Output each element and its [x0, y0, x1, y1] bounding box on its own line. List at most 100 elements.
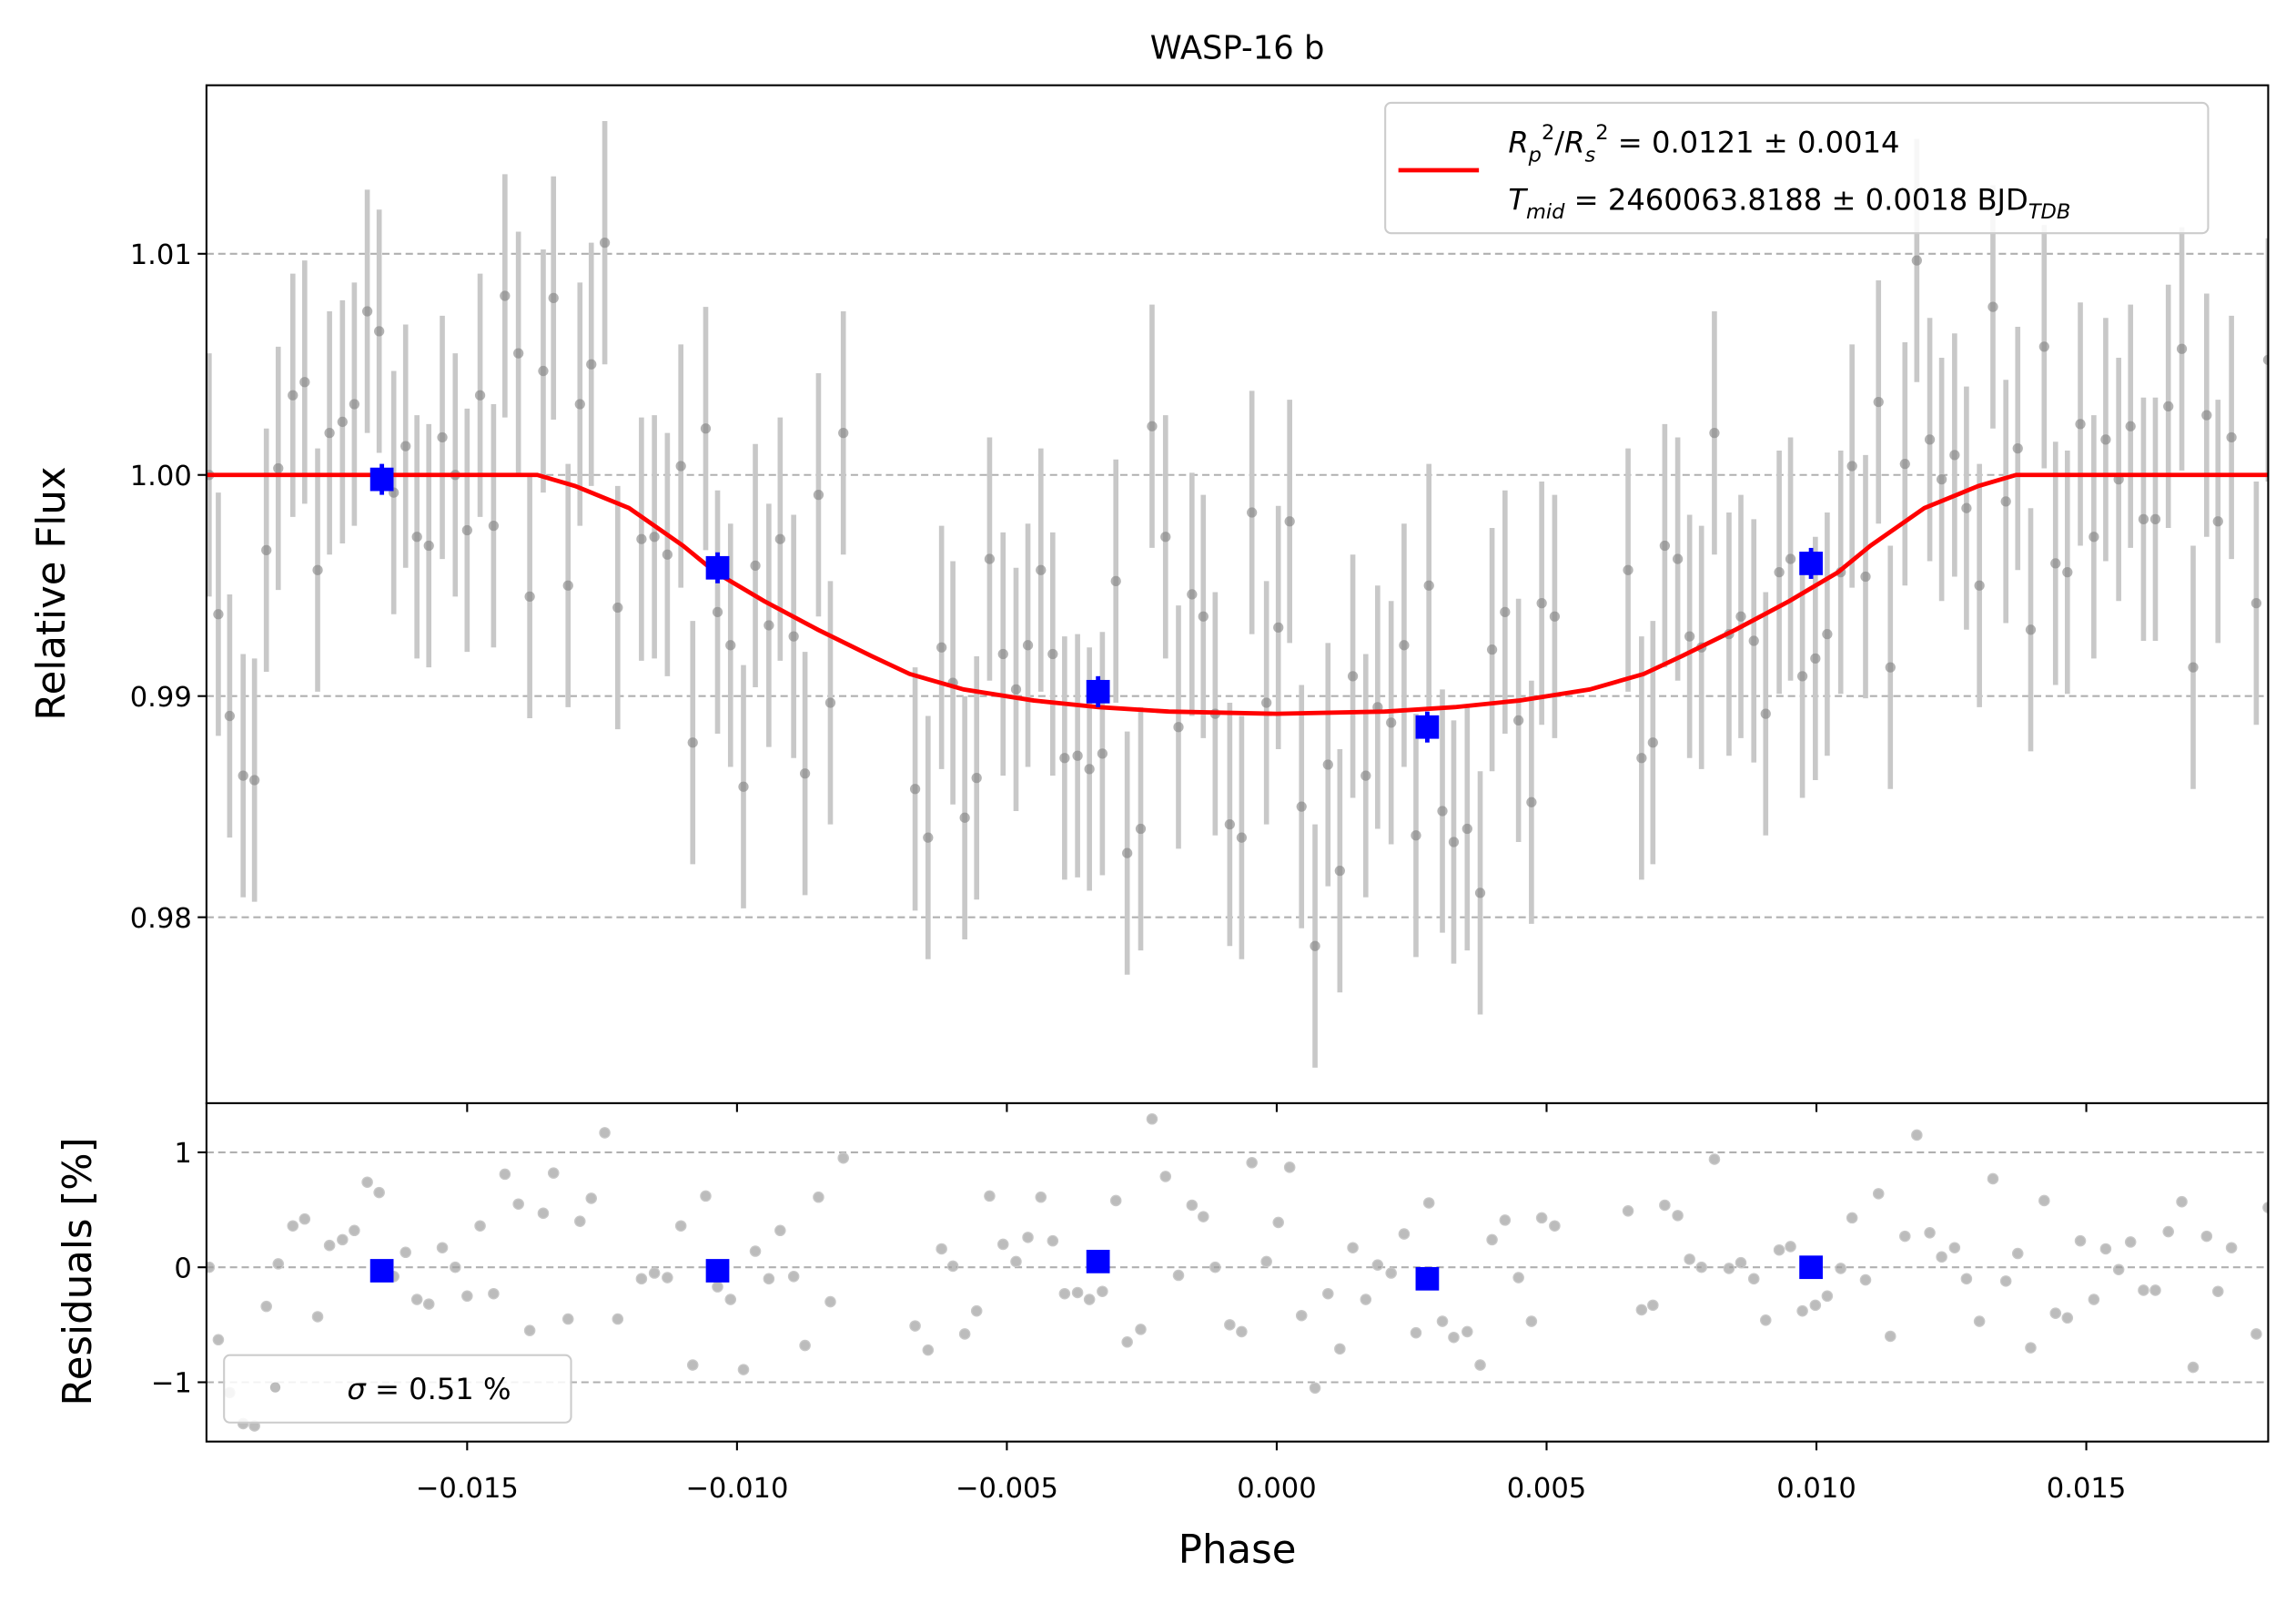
- residual-point: [1911, 1129, 1923, 1141]
- residual-point: [724, 1294, 737, 1305]
- data-point: [1846, 461, 1857, 472]
- data-point: [238, 770, 248, 781]
- binned-residual: [369, 1259, 394, 1283]
- data-point: [599, 238, 611, 249]
- data-point: [700, 423, 712, 434]
- data-point: [2138, 513, 2149, 524]
- data-point: [1411, 830, 1421, 841]
- data-point: [971, 772, 982, 784]
- residual-point: [774, 1224, 786, 1237]
- residual-point: [2088, 1294, 2100, 1305]
- residual-point: [574, 1215, 586, 1227]
- residual-point: [585, 1192, 598, 1204]
- data-point: [586, 359, 597, 370]
- residual-point: [700, 1190, 712, 1202]
- residual-point: [361, 1176, 373, 1189]
- residual-frame: [205, 1101, 2270, 1443]
- residual-point: [1322, 1287, 1334, 1300]
- data-point: [1399, 640, 1410, 651]
- data-point: [1059, 753, 1070, 764]
- binned-residual: [1086, 1250, 1110, 1273]
- residual-point: [686, 1359, 699, 1371]
- legend-text: T: [1508, 182, 1528, 217]
- top-grid: [206, 252, 2269, 918]
- residual-point: [272, 1258, 285, 1270]
- data-point: [838, 427, 849, 439]
- x-tick-label: 0.005: [1507, 1473, 1587, 1505]
- data-point: [1961, 502, 1972, 513]
- data-point: [548, 292, 559, 304]
- residual-point: [1659, 1199, 1671, 1212]
- legend-text: = 2460063.8188 ± 0.0018 BJD: [1564, 182, 2028, 217]
- residual-point: [1422, 1197, 1435, 1209]
- binned-residual: [1799, 1255, 1823, 1280]
- data-point: [2050, 558, 2061, 569]
- binned-residual: [1415, 1266, 1440, 1291]
- data-point: [1760, 708, 1771, 719]
- data-point: [538, 365, 549, 377]
- x-tick-label: 0.015: [2047, 1473, 2127, 1505]
- legend-text: p: [1528, 143, 1542, 167]
- residual-point: [1899, 1230, 1911, 1243]
- data-point: [1659, 540, 1671, 552]
- residual-point: [450, 1261, 461, 1273]
- residual-point: [1309, 1382, 1321, 1395]
- residual-point: [946, 1260, 959, 1273]
- residual-point: [2176, 1195, 2188, 1208]
- data-point: [2176, 343, 2188, 354]
- data-point: [1672, 553, 1684, 564]
- x-tick-label: −0.010: [685, 1473, 788, 1505]
- residual-point: [837, 1152, 849, 1164]
- data-point: [813, 489, 824, 501]
- data-point: [474, 390, 486, 401]
- data-point: [1236, 832, 1248, 843]
- residual-point: [1809, 1299, 1822, 1312]
- residual-point: [349, 1224, 360, 1237]
- x-tick-label: −0.015: [416, 1473, 519, 1505]
- data-point: [500, 290, 511, 301]
- data-point: [1974, 580, 1985, 591]
- data-point: [1273, 622, 1284, 634]
- residual-point: [2149, 1284, 2161, 1296]
- data-point: [959, 812, 970, 823]
- data-point: [1010, 684, 1022, 695]
- data-point: [1462, 823, 1472, 835]
- data-point: [1774, 567, 1785, 578]
- residual-point: [2025, 1342, 2037, 1354]
- legend-label: σ = 0.51 %: [347, 1372, 511, 1406]
- residual-point: [2112, 1263, 2125, 1275]
- x-tick-label: 0.010: [1776, 1473, 1856, 1505]
- residual-point: [2061, 1312, 2074, 1324]
- x-tick-label: 0.000: [1237, 1473, 1317, 1505]
- residual-point: [1121, 1336, 1133, 1348]
- residual-point: [2099, 1243, 2112, 1255]
- residual-point: [1759, 1314, 1772, 1326]
- data-point: [224, 710, 236, 722]
- residual-point: [1635, 1304, 1648, 1316]
- data-point: [488, 520, 500, 532]
- residual-point: [461, 1290, 473, 1303]
- y-tick-label: −1: [151, 1368, 192, 1400]
- residual-point: [410, 1294, 423, 1305]
- data-point: [437, 431, 448, 443]
- residual-point: [1047, 1234, 1059, 1247]
- data-point: [1047, 648, 1058, 660]
- data-point: [2262, 354, 2269, 366]
- data-point: [1347, 671, 1359, 682]
- residual-point: [287, 1220, 299, 1232]
- residual-point: [1735, 1256, 1747, 1269]
- data-point: [1860, 571, 1871, 583]
- residual-point: [1835, 1263, 1846, 1274]
- residual-point: [1525, 1315, 1538, 1327]
- residual-point: [1535, 1212, 1548, 1224]
- residual-point: [337, 1233, 349, 1246]
- data-point: [249, 775, 260, 786]
- data-point: [1988, 301, 1998, 312]
- data-point: [2188, 662, 2199, 673]
- residual-point: [1723, 1263, 1735, 1274]
- residual-axis-label: Residuals [%]: [56, 1137, 101, 1405]
- data-point: [1437, 806, 1448, 817]
- residual-point: [635, 1273, 648, 1285]
- binned-residual: [705, 1259, 730, 1283]
- residual-point: [1647, 1299, 1659, 1312]
